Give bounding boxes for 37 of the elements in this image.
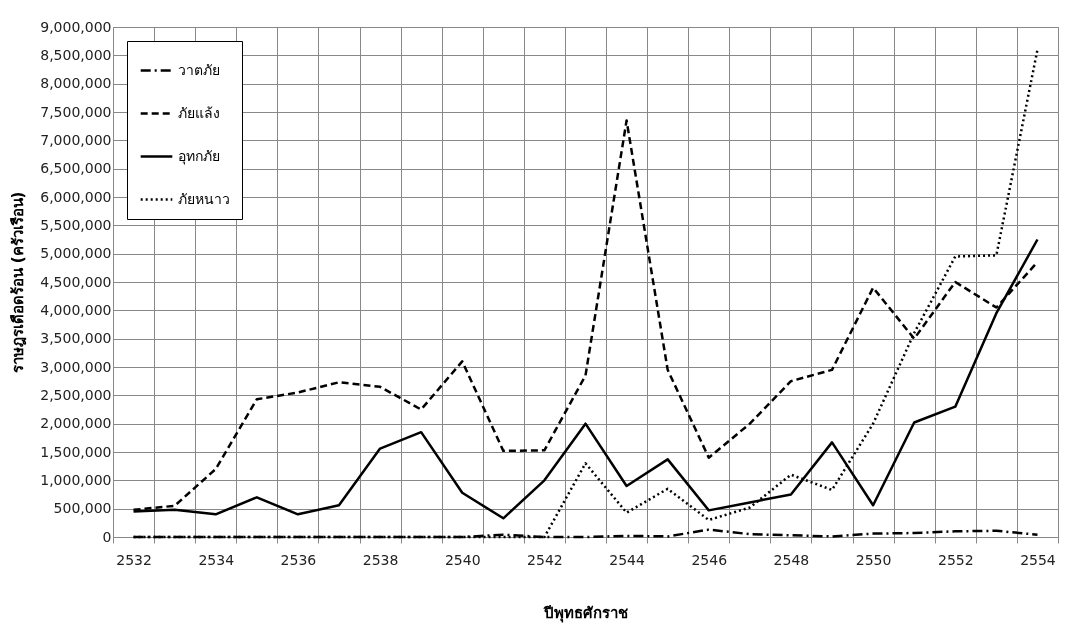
x-tick-label: 2532 bbox=[116, 551, 152, 568]
y-tick-label: 1,000,000 bbox=[40, 471, 112, 488]
x-tick-label: 2546 bbox=[691, 551, 728, 568]
legend-label: อุทกภัย bbox=[178, 147, 220, 165]
legend-label: ภัยแล้ง bbox=[178, 104, 220, 121]
y-tick-label: 4,000,000 bbox=[40, 301, 112, 318]
y-tick-label: 500,000 bbox=[53, 500, 112, 517]
x-tick-label: 2554 bbox=[1020, 551, 1056, 568]
legend-label: วาตภัย bbox=[178, 61, 220, 78]
y-tick-label: 8,500,000 bbox=[40, 46, 112, 63]
x-tick-label: 2542 bbox=[527, 551, 563, 568]
y-tick-label: 3,000,000 bbox=[40, 358, 112, 375]
y-tick-label: 4,500,000 bbox=[40, 273, 112, 290]
y-tick-label: 7,500,000 bbox=[40, 103, 112, 120]
y-tick-label: 1,500,000 bbox=[40, 443, 112, 460]
x-tick-label: 2552 bbox=[937, 551, 974, 568]
x-tick-label: 2536 bbox=[280, 551, 317, 568]
x-axis-title: ปีพุทธศักราช bbox=[543, 603, 628, 623]
y-tick-label: 0 bbox=[102, 528, 112, 545]
x-tick-label: 2534 bbox=[198, 551, 235, 568]
y-tick-label: 7,000,000 bbox=[40, 131, 112, 148]
x-tick-label: 2540 bbox=[444, 551, 481, 568]
y-tick-label: 5,500,000 bbox=[40, 216, 112, 233]
y-tick-label: 6,500,000 bbox=[40, 160, 112, 177]
y-tick-label: 6,000,000 bbox=[40, 188, 112, 205]
y-tick-label: 8,000,000 bbox=[40, 75, 112, 92]
y-tick-label: 9,000,000 bbox=[40, 18, 112, 35]
x-tick-label: 2538 bbox=[362, 551, 399, 568]
x-tick-label: 2550 bbox=[855, 551, 892, 568]
legend-label: ภัยหนาว bbox=[178, 190, 230, 207]
y-tick-label: 3,500,000 bbox=[40, 330, 112, 347]
x-tick-label: 2548 bbox=[773, 551, 810, 568]
x-tick-label: 2544 bbox=[609, 551, 645, 568]
y-tick-label: 2,000,000 bbox=[40, 415, 112, 432]
y-tick-label: 5,000,000 bbox=[40, 245, 112, 262]
y-axis-title: ราษฎรเดือดร้อน (ครัวเรือน) bbox=[9, 191, 28, 374]
y-tick-label: 2,500,000 bbox=[40, 386, 112, 403]
